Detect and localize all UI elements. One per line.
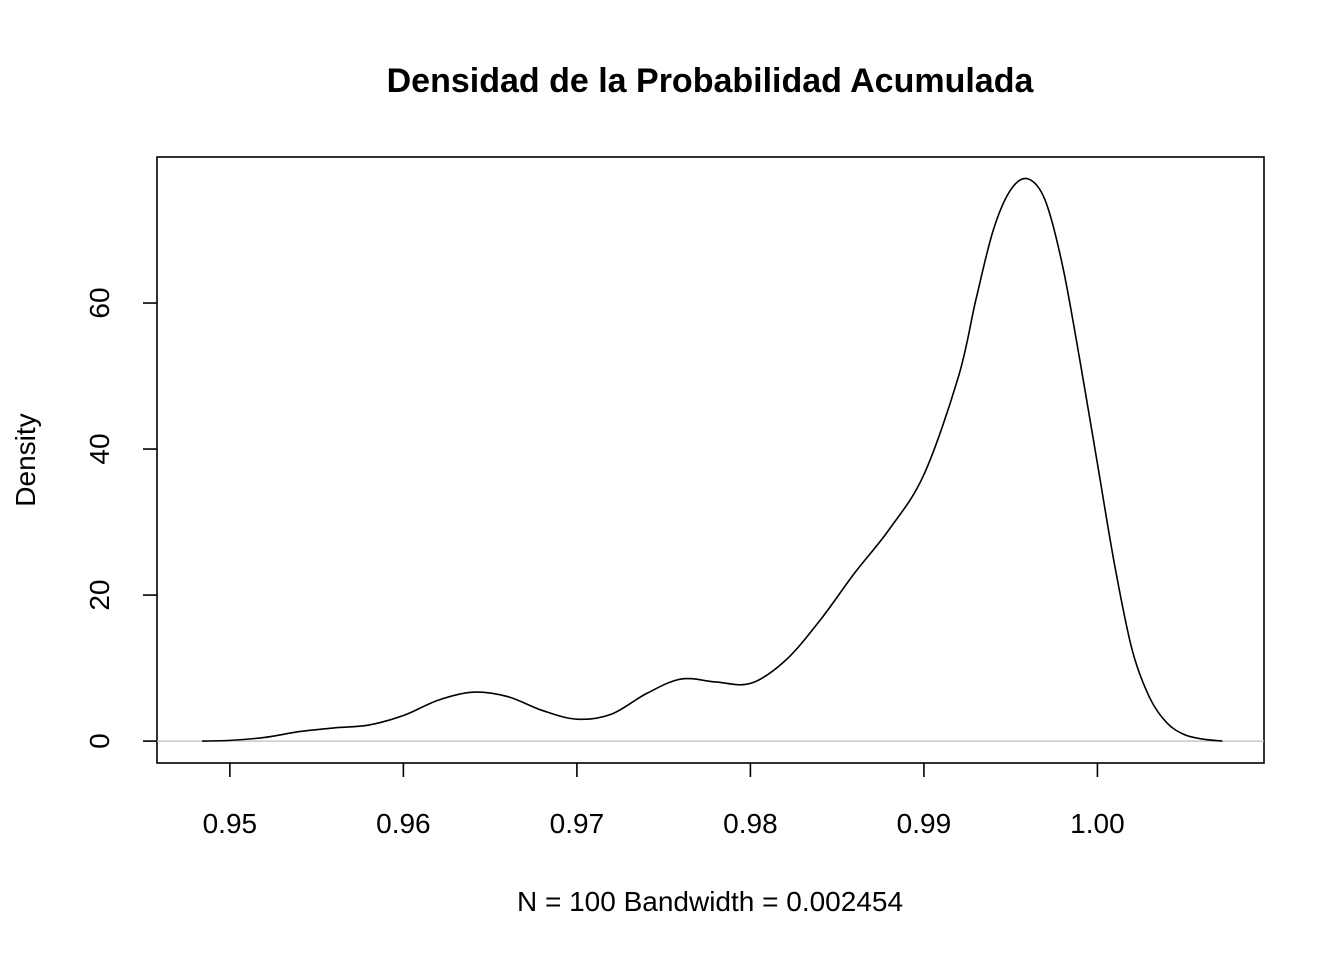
x-tick-label: 0.95 — [203, 808, 258, 839]
y-tick-label: 40 — [84, 433, 115, 464]
y-tick-label: 60 — [84, 287, 115, 318]
x-axis-label: N = 100 Bandwidth = 0.002454 — [517, 886, 903, 917]
x-tick-label: 1.00 — [1070, 808, 1125, 839]
plot-frame — [156, 156, 1265, 764]
x-axis: 0.95 0.96 0.97 0.98 0.99 1.00 — [203, 763, 1125, 839]
y-tick-label: 20 — [84, 579, 115, 610]
y-axis: 0 20 40 60 — [84, 287, 157, 749]
density-curve — [202, 177, 1223, 742]
chart-title: Densidad de la Probabilidad Acumulada — [387, 62, 1035, 100]
y-axis-label: Density — [10, 413, 41, 506]
x-tick-label: 0.99 — [897, 808, 952, 839]
x-tick-label: 0.98 — [723, 808, 778, 839]
x-tick-label: 0.97 — [550, 808, 605, 839]
y-tick-label: 0 — [84, 733, 115, 749]
x-tick-label: 0.96 — [376, 808, 431, 839]
